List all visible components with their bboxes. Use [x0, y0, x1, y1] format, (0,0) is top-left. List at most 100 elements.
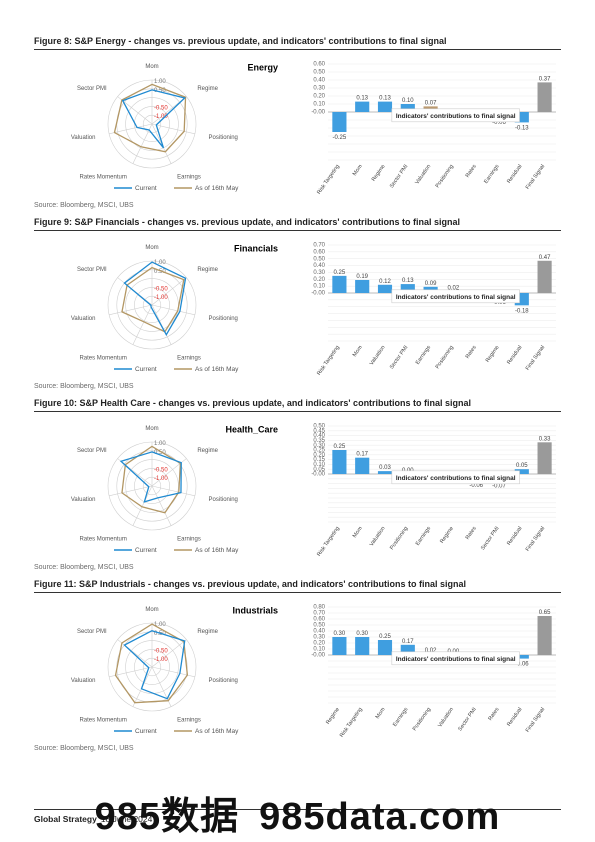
svg-text:Indicators' contributions to f: Indicators' contributions to final signa…: [396, 113, 516, 120]
svg-text:Earnings: Earnings: [415, 345, 433, 366]
svg-text:0.20: 0.20: [313, 277, 325, 283]
svg-text:0.13: 0.13: [379, 96, 391, 102]
svg-text:Earnings: Earnings: [177, 717, 201, 723]
svg-text:Sector PMI: Sector PMI: [389, 344, 410, 370]
svg-text:0.10: 0.10: [402, 98, 414, 104]
svg-text:Regime: Regime: [439, 526, 455, 545]
svg-text:Regime: Regime: [197, 267, 218, 273]
svg-text:Health_Care: Health_Care: [225, 424, 278, 434]
svg-text:Regime: Regime: [197, 86, 218, 92]
svg-text:Rates Momentum: Rates Momentum: [79, 355, 126, 361]
svg-text:-0.50: -0.50: [154, 105, 168, 111]
svg-text:Regime: Regime: [197, 629, 218, 635]
figure-source: Source: Bloomberg, MSCI, UBS: [34, 745, 561, 754]
svg-text:0.60: 0.60: [313, 617, 325, 623]
svg-text:Residual: Residual: [506, 526, 523, 547]
svg-text:0.30: 0.30: [334, 631, 346, 637]
svg-text:Positioning: Positioning: [389, 526, 409, 551]
figure-block: Figure 8: S&P Energy - changes vs. previ…: [34, 36, 561, 211]
figure-block: Figure 10: S&P Health Care - changes vs.…: [34, 398, 561, 573]
svg-text:0.30: 0.30: [356, 631, 368, 637]
svg-text:Current: Current: [135, 366, 157, 373]
svg-text:Mom: Mom: [352, 525, 364, 539]
figure-title: Figure 9: S&P Financials - changes vs. p…: [34, 217, 561, 231]
svg-text:0.37: 0.37: [539, 76, 551, 82]
svg-text:Regime: Regime: [371, 164, 387, 183]
radar-chart: MomRegimePositioningEarningsRates Moment…: [34, 599, 284, 739]
svg-text:-0.50: -0.50: [154, 648, 168, 654]
svg-text:-0.00: -0.00: [311, 110, 325, 116]
svg-text:Final Signal: Final Signal: [525, 526, 546, 553]
svg-text:0.25: 0.25: [334, 270, 346, 276]
svg-text:Residual: Residual: [506, 707, 523, 728]
svg-text:0.20: 0.20: [313, 94, 325, 100]
svg-text:0.50: 0.50: [313, 623, 325, 629]
svg-text:-0.00: -0.00: [311, 653, 325, 659]
svg-text:-1.00: -1.00: [154, 657, 168, 663]
svg-text:0.70: 0.70: [313, 243, 325, 249]
page-footer: Global Strategy 18 June 2024: [34, 809, 561, 824]
svg-text:As of 16th May: As of 16th May: [195, 547, 239, 554]
svg-text:-1.00: -1.00: [154, 295, 168, 301]
contribution-bar-chart: -0.000.100.200.300.400.500.600.700.250.1…: [300, 237, 560, 377]
svg-text:0.10: 0.10: [313, 647, 325, 653]
svg-text:Indicators' contributions to f: Indicators' contributions to final signa…: [396, 475, 516, 482]
svg-text:Earnings: Earnings: [177, 174, 201, 180]
svg-text:0.20: 0.20: [313, 641, 325, 647]
svg-text:Rates: Rates: [465, 345, 478, 360]
svg-text:-0.50: -0.50: [154, 467, 168, 473]
svg-text:0.60: 0.60: [313, 62, 325, 68]
svg-text:Sector PMI: Sector PMI: [77, 629, 107, 635]
svg-text:1.00: 1.00: [154, 622, 166, 628]
svg-text:Sector PMI: Sector PMI: [77, 267, 107, 273]
svg-text:0.05: 0.05: [516, 463, 528, 469]
svg-text:Risk Targeting: Risk Targeting: [316, 345, 341, 377]
svg-text:Valuation: Valuation: [71, 316, 96, 322]
svg-text:0.30: 0.30: [313, 635, 325, 641]
svg-text:Regime: Regime: [485, 345, 501, 364]
svg-text:0.09: 0.09: [425, 281, 437, 287]
svg-text:Rates Momentum: Rates Momentum: [79, 174, 126, 180]
svg-text:Positioning: Positioning: [209, 316, 238, 322]
footer-date: 18 June 2024: [101, 814, 153, 824]
svg-text:0.12: 0.12: [379, 279, 391, 285]
svg-text:Sector PMI: Sector PMI: [77, 86, 107, 92]
figure-source: Source: Bloomberg, MSCI, UBS: [34, 383, 561, 392]
svg-text:Current: Current: [135, 728, 157, 735]
svg-text:Final Signal: Final Signal: [525, 707, 546, 734]
svg-text:Regime: Regime: [325, 707, 341, 726]
svg-text:0.13: 0.13: [356, 96, 368, 102]
svg-text:0.17: 0.17: [402, 639, 414, 645]
svg-text:Indicators' contributions to f: Indicators' contributions to final signa…: [396, 294, 516, 301]
svg-text:Positioning: Positioning: [209, 497, 238, 503]
svg-text:Current: Current: [135, 185, 157, 192]
svg-text:Mom: Mom: [375, 706, 387, 720]
figure-title: Figure 8: S&P Energy - changes vs. previ…: [34, 36, 561, 50]
svg-text:0.60: 0.60: [313, 249, 325, 255]
svg-text:Valuation: Valuation: [414, 164, 432, 186]
svg-text:0.40: 0.40: [313, 263, 325, 269]
svg-text:0.07: 0.07: [425, 100, 437, 106]
svg-text:0.19: 0.19: [356, 274, 368, 280]
svg-text:Valuation: Valuation: [71, 678, 96, 684]
svg-text:Valuation: Valuation: [71, 497, 96, 503]
svg-text:Rates Momentum: Rates Momentum: [79, 717, 126, 723]
svg-text:0.13: 0.13: [402, 278, 414, 284]
svg-text:Mom: Mom: [145, 245, 158, 251]
svg-text:0.50: 0.50: [313, 424, 325, 430]
svg-text:Rates: Rates: [487, 707, 500, 722]
svg-text:Final Signal: Final Signal: [525, 345, 546, 372]
svg-text:Mom: Mom: [145, 426, 158, 432]
figure-title: Figure 11: S&P Industrials - changes vs.…: [34, 579, 561, 593]
svg-text:0.40: 0.40: [313, 78, 325, 84]
svg-text:0.80: 0.80: [313, 605, 325, 611]
svg-text:Mom: Mom: [145, 64, 158, 70]
svg-text:Positioning: Positioning: [209, 135, 238, 141]
svg-text:Positioning: Positioning: [435, 345, 455, 370]
svg-text:Risk Targeting: Risk Targeting: [339, 707, 364, 739]
svg-text:Residual: Residual: [506, 164, 523, 185]
svg-text:Rates Momentum: Rates Momentum: [79, 536, 126, 542]
svg-text:-0.50: -0.50: [154, 286, 168, 292]
svg-text:Mom: Mom: [145, 607, 158, 613]
svg-text:Valuation: Valuation: [437, 707, 455, 729]
